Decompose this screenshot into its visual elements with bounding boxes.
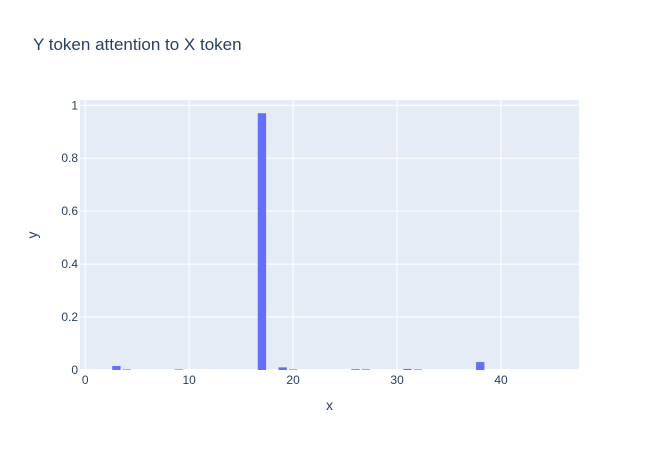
bar-9 — [174, 369, 183, 370]
y-axis-title: y — [24, 232, 40, 239]
bar-3 — [112, 366, 121, 370]
chart-title: Y token attention to X token — [33, 35, 242, 54]
x-tick-label: 20 — [286, 373, 300, 387]
x-tick-label: 10 — [182, 373, 196, 387]
bar-19 — [278, 367, 287, 370]
y-tick-label: 0.2 — [61, 310, 78, 324]
bar-4 — [122, 369, 131, 370]
bar-38 — [476, 362, 485, 370]
x-tick-label: 30 — [390, 373, 404, 387]
bar-32 — [413, 369, 423, 370]
y-tick-label: 1 — [71, 98, 78, 112]
bars — [112, 113, 485, 370]
bar-27 — [361, 369, 371, 370]
x-tick-label: 40 — [494, 373, 508, 387]
plot-background — [80, 100, 579, 370]
bar-26 — [351, 369, 360, 370]
y-tick-label: 0 — [71, 363, 78, 377]
x-axis-title: x — [326, 397, 333, 413]
y-tick-label: 0.8 — [61, 151, 78, 165]
gridlines — [80, 100, 579, 371]
x-tick-labels: 0 10 20 30 40 — [82, 373, 508, 387]
bar-31 — [403, 368, 412, 370]
y-tick-label: 0.4 — [61, 257, 78, 271]
bar-20 — [288, 369, 298, 370]
y-tick-label: 0.6 — [61, 204, 78, 218]
y-tick-labels: 0 0.2 0.4 0.6 0.8 1 — [61, 98, 78, 377]
x-tick-label: 0 — [82, 373, 89, 387]
bar-17 — [257, 113, 267, 370]
